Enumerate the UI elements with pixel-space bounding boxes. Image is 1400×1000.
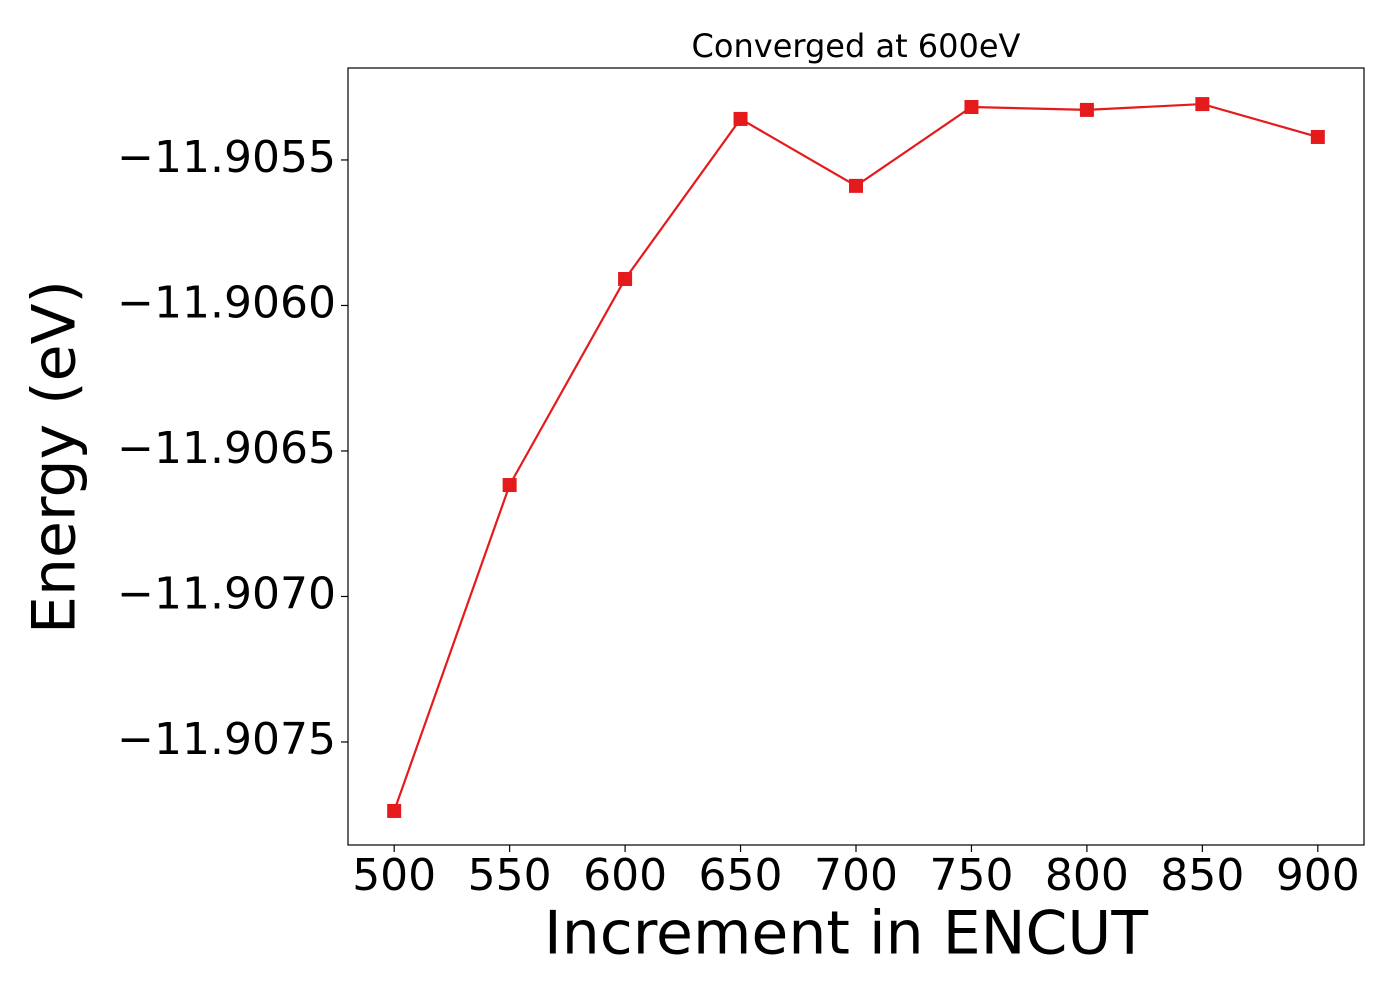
x-tick-label: 700 (814, 850, 898, 901)
x-tick-label: 500 (352, 850, 436, 901)
point-marker (964, 99, 979, 114)
point-marker (1079, 102, 1094, 117)
point-marker (387, 803, 402, 818)
x-tick-label: 750 (929, 850, 1013, 901)
point-marker (618, 271, 633, 286)
y-tick-label: −11.9075 (117, 714, 336, 765)
point-marker (733, 111, 748, 126)
y-tick-label: −11.9060 (117, 277, 336, 328)
chart-title: Converged at 600eV (692, 27, 1021, 65)
x-tick-label: 900 (1276, 850, 1360, 901)
series-line (393, 102, 1319, 812)
point-marker (849, 178, 863, 193)
x-tick-label: 550 (468, 850, 552, 901)
x-tick-label: 600 (583, 850, 667, 901)
x-axis-label: Increment in ENCUT (544, 899, 1148, 969)
point-marker (1195, 97, 1210, 112)
y-tick-label: −11.9055 (117, 132, 336, 183)
y-tick-label: −11.9065 (117, 423, 336, 474)
x-tick-label: 850 (1160, 850, 1244, 901)
y-axis-label: Energy (eV) (20, 280, 90, 634)
y-tick-label: −11.9070 (117, 568, 336, 619)
point-marker (1310, 129, 1325, 144)
point-marker (502, 478, 517, 493)
x-tick-label: 650 (699, 850, 783, 901)
x-tick-label: 800 (1045, 850, 1129, 901)
